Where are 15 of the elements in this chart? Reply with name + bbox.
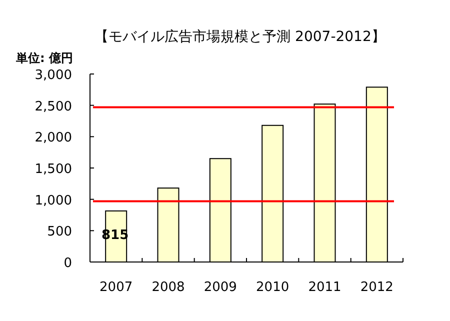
y-tick-label: 0 xyxy=(64,256,72,271)
y-tick-label: 3,000 xyxy=(34,68,72,83)
x-tick-label: 2009 xyxy=(204,280,237,295)
y-tick-label: 2,000 xyxy=(34,130,72,146)
x-tick-label: 2011 xyxy=(308,280,342,295)
chart-title: 【モバイル広告市場規模と予測 2007-2012】 xyxy=(94,29,386,45)
y-tick-label: 1,500 xyxy=(34,162,72,177)
y-tick-label: 2,500 xyxy=(34,99,72,114)
y-tick-label: 500 xyxy=(47,224,72,240)
x-tick-label: 2010 xyxy=(256,280,290,295)
x-tick-label: 2012 xyxy=(360,280,394,295)
x-tick-label: 2008 xyxy=(152,280,185,295)
y-axis-title: 単位: 億円 xyxy=(15,51,73,65)
x-tick-label: 2007 xyxy=(100,280,133,295)
y-tick-label: 1,000 xyxy=(34,193,72,208)
